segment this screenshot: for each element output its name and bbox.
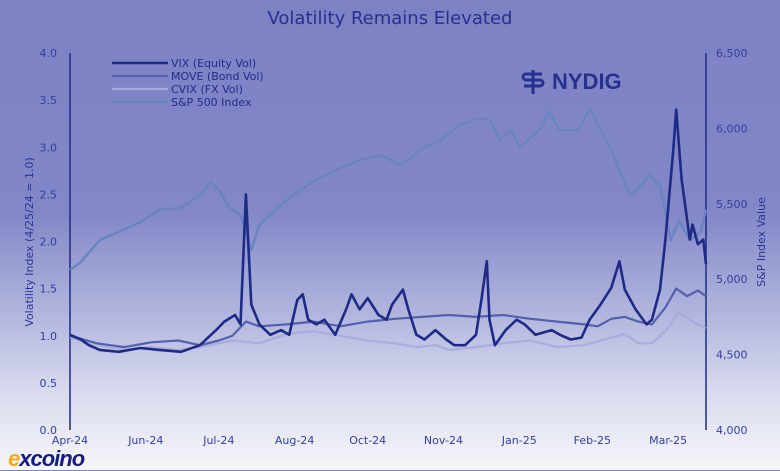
x-tick-label: Nov-24: [424, 434, 463, 447]
y-tick-label: 1.0: [40, 330, 58, 343]
x-tick-label: Mar-25: [649, 434, 687, 447]
x-tick-label: Apr-24: [52, 434, 88, 447]
x-tick-label: Jun-24: [127, 434, 163, 447]
x-tick-label: Jan-25: [501, 434, 537, 447]
legend-label: S&P 500 Index: [171, 96, 252, 109]
nydig-logo: NYDIG: [520, 68, 622, 96]
y2-tick-label: 4,000: [716, 424, 748, 437]
y-tick-label: 2.5: [40, 188, 58, 201]
y2-tick-label: 5,000: [716, 273, 748, 286]
chart-title: Volatility Remains Elevated: [267, 8, 513, 29]
excoino-logo: excoino: [8, 446, 85, 471]
excoino-logo-e: e: [8, 446, 20, 471]
x-tick-label: Jul-24: [202, 434, 234, 447]
series-line-vix-equity-vol-: [69, 108, 708, 354]
series-line-s-p-500-index: [69, 106, 708, 271]
y-tick-label: 4.0: [40, 47, 58, 60]
nydig-logo-icon: [521, 70, 545, 94]
x-tick-label: Oct-24: [349, 434, 386, 447]
y-tick-label: 3.5: [40, 94, 58, 107]
y2-tick-label: 6,000: [716, 122, 748, 135]
series-line-move-bond-vol-: [69, 287, 707, 349]
y2-tick-label: 5,500: [716, 198, 748, 211]
legend-label: CVIX (FX Vol): [171, 83, 243, 96]
nydig-logo-text: NYDIG: [552, 69, 622, 94]
y-tick-label: 0.5: [40, 377, 58, 390]
y-tick-label: 2.0: [40, 236, 58, 249]
y2-tick-label: 4,500: [716, 349, 748, 362]
y-tick-label: 0.0: [40, 424, 58, 437]
x-tick-label: Feb-25: [574, 434, 611, 447]
y-tick-label: 3.0: [40, 141, 58, 154]
legend-label: MOVE (Bond Vol): [171, 70, 264, 83]
x-tick-label: Aug-24: [275, 434, 314, 447]
y-tick-label: 1.5: [40, 283, 58, 296]
y2-axis-label: S&P Index Value: [755, 197, 768, 287]
y2-tick-label: 6,500: [716, 47, 748, 60]
legend-label: VIX (Equity Vol): [171, 57, 256, 70]
excoino-logo-text: xcoino: [19, 446, 85, 471]
y-axis-label: Volatility Index (4/25/24 = 1.0): [23, 157, 36, 326]
